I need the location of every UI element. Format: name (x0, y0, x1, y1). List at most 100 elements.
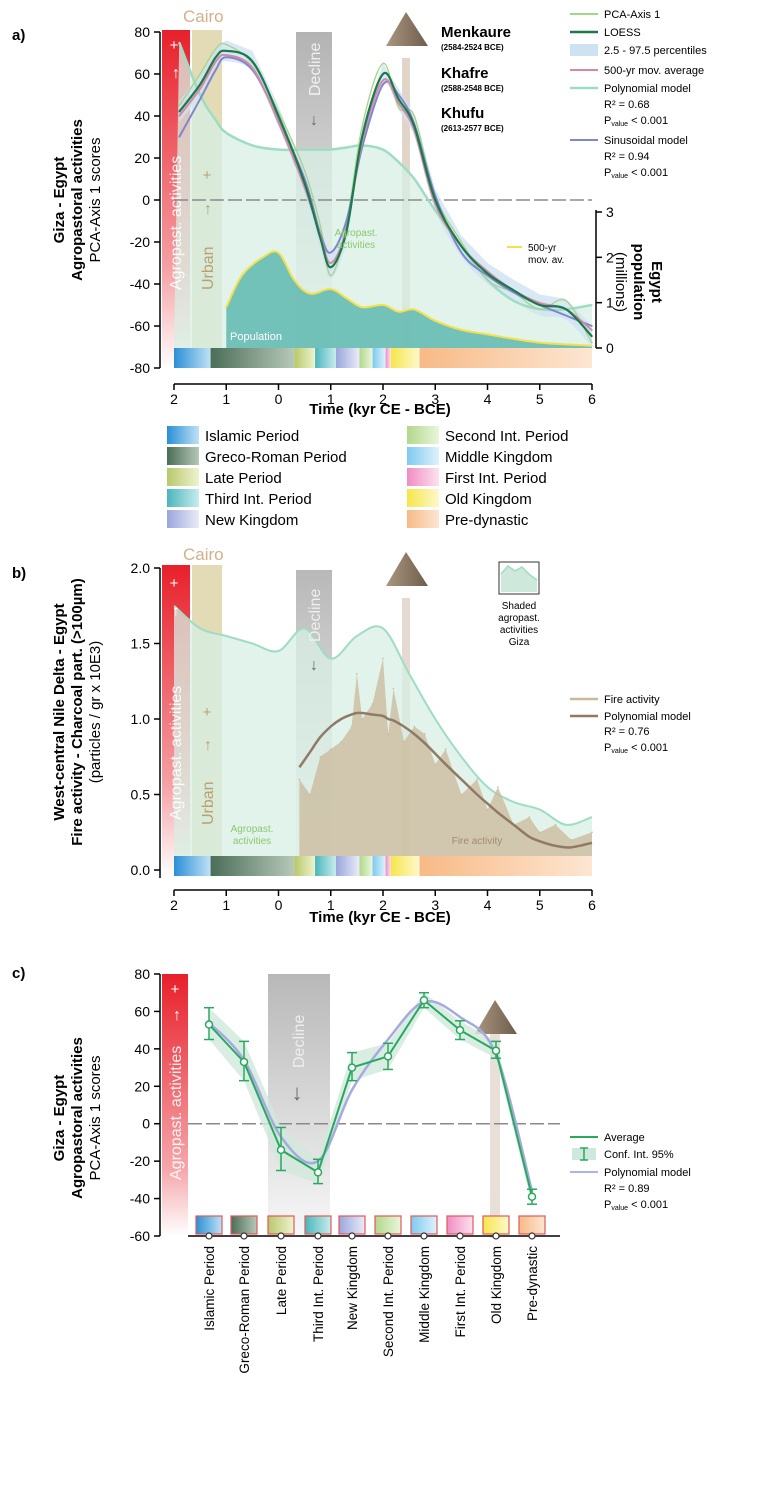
x-tick-label: 4 (484, 897, 492, 913)
category-box-0 (195, 1215, 223, 1235)
point-loess-1 (199, 83, 201, 86)
agro-up-arrow-icon: ↑ (172, 65, 180, 82)
point-loess-7 (319, 237, 321, 239)
x-tick-label: 2 (170, 391, 178, 407)
timeline-segment-4 (335, 856, 360, 876)
legend-a-poly: Polynomial model (604, 83, 691, 95)
x-tick-dot (492, 1232, 500, 1240)
fire-point-10 (387, 733, 390, 735)
average-point-4 (347, 1063, 357, 1072)
period-swatch-2 (167, 468, 199, 486)
y-tick-label: 20 (134, 150, 150, 166)
decline-down-arrow-icon-b: ↓ (310, 657, 318, 674)
period-swatch-3 (167, 489, 199, 507)
urban-label-b: Urban (200, 781, 217, 825)
timeline-segment-7 (385, 348, 391, 368)
point-polynomial-model-4 (251, 144, 254, 147)
period-label-2: Late Period (205, 470, 282, 487)
x-tick-label: 2 (379, 391, 387, 407)
period-swatch-6 (407, 447, 439, 465)
population-point-10 (397, 310, 400, 313)
x-tick-label: 4 (484, 391, 492, 407)
point-polynomial-model-1 (199, 94, 201, 96)
x-tick-label: 0 (275, 391, 283, 407)
point-pca-axis-1-16 (486, 279, 489, 281)
panel-b: b) + ↑ Agropast. activities + ↑ Urban Ca… (12, 545, 691, 926)
x-tick-label: 5 (536, 391, 544, 407)
population-point-12 (434, 320, 437, 322)
point-loess-4 (251, 60, 254, 63)
pyramid-column-c (490, 1034, 500, 1238)
fire-point-11 (392, 688, 395, 690)
x-tick-dot (348, 1232, 356, 1240)
x-tick-dot (420, 1232, 428, 1240)
point-500-yr-mov-average-12 (397, 102, 400, 105)
panel-b-plot-area (173, 605, 593, 876)
timeline-segment-1 (210, 856, 295, 876)
agro-band-label-b: Agropast. activities (168, 686, 185, 820)
point-polynomial-model-3 (225, 132, 227, 134)
point-pca-axis-1-19 (565, 300, 567, 302)
timeline-segment-0 (174, 856, 211, 876)
y-tick-label: -20 (130, 234, 150, 250)
point-pca-axis-1-7 (319, 224, 321, 226)
point-sinusoidal-model-17 (512, 291, 515, 294)
x-category-label: Third Int. Period (311, 1246, 326, 1342)
percentile-band (179, 40, 592, 348)
fire-point-6 (356, 672, 358, 675)
y-tick-label: 80 (134, 966, 150, 982)
point-loess-18 (539, 304, 541, 306)
average-point-6 (419, 995, 429, 1005)
legend-a-sinus: Sinusoidal model (604, 135, 688, 147)
y-tick-label: 40 (134, 108, 150, 124)
population-point-1 (241, 274, 243, 277)
x-category-label: Islamic Period (202, 1246, 217, 1331)
shaded-legend-line2: agropast. (498, 613, 540, 624)
fire-point-26 (591, 831, 593, 834)
point-loess-16 (486, 272, 489, 275)
period-label-0: Islamic Period (205, 428, 299, 445)
fire-point-14 (424, 733, 426, 735)
period-swatch-5 (407, 426, 439, 444)
x-tick-label: 1 (327, 391, 335, 407)
category-box-4 (338, 1215, 366, 1235)
point-polynomial-model-6 (303, 148, 306, 151)
pharaoh-name-khafre: Khafre (441, 65, 489, 82)
fire-point-4 (340, 740, 343, 743)
agro-inset-label-line2: activities (337, 240, 375, 251)
pyramid-icon-c (475, 1000, 517, 1034)
shaded-legend-line1: Shaded (502, 601, 536, 612)
period-swatch-9 (407, 510, 439, 528)
category-box-2 (267, 1215, 295, 1235)
point-pca-axis-1-3 (225, 43, 227, 46)
legend-c-average: Average (604, 1132, 645, 1144)
point-polynomial-model-0 (178, 41, 180, 44)
y-tick-label: 60 (134, 1003, 150, 1019)
period-swatch-0 (167, 426, 199, 444)
point-polynomial-model-7 (319, 148, 321, 151)
population-point-13 (460, 329, 463, 331)
fire-point-2 (319, 755, 322, 758)
population-point-9 (382, 304, 384, 306)
fire-point-8 (371, 703, 374, 705)
category-box-3 (304, 1215, 332, 1235)
x-category-label: New Kingdom (345, 1246, 360, 1330)
legend-a-poly-p: Pvalue < 0.001 (604, 115, 668, 128)
x-category-label: Greco-Roman Period (237, 1246, 252, 1374)
period-swatch-8 (407, 489, 439, 507)
y-tick-label: 1.0 (131, 711, 151, 727)
point-pca-axis-1-8 (330, 274, 332, 277)
decline-label: Decline (307, 43, 324, 96)
legend-a-movavg: 500-yr mov. average (604, 65, 704, 77)
legend-b-fire: Fire activity (604, 694, 660, 706)
x-tick-dot (456, 1232, 464, 1240)
x-category-label: Middle Kingdom (417, 1246, 432, 1343)
agro-up-arrow-icon-c: ↑ (173, 1007, 181, 1024)
point-sinusoidal-model-20 (591, 325, 593, 327)
x-tick-dot (277, 1232, 285, 1240)
panel-c-plot-area (188, 991, 560, 1235)
population-point-17 (565, 343, 567, 346)
y2-tick-label: 2 (606, 249, 614, 265)
x-category-label: Late Period (274, 1246, 289, 1315)
